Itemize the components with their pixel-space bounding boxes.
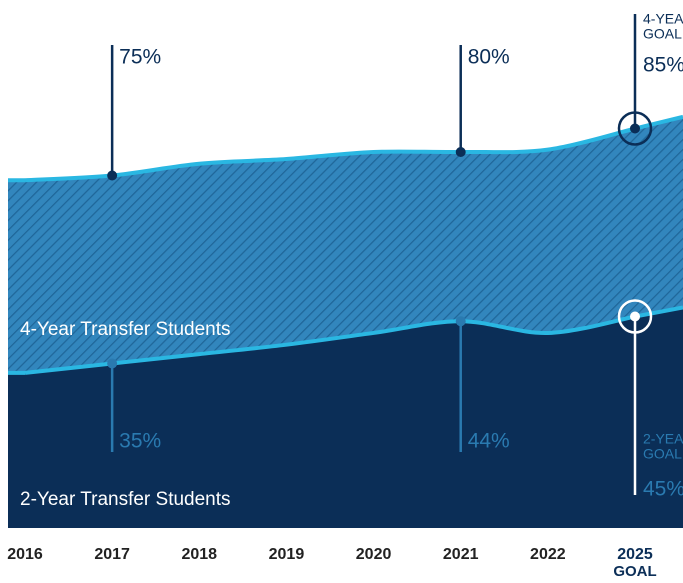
line-extension xyxy=(634,114,683,131)
x-tick-note: GOAL xyxy=(613,563,656,580)
line xyxy=(24,126,636,183)
data-point xyxy=(107,358,118,369)
line-extension xyxy=(634,305,683,319)
data-label: 44% xyxy=(468,430,510,453)
goal-ring xyxy=(617,299,653,334)
goal-label: GOAL xyxy=(643,26,682,42)
x-tick-label: 2016 xyxy=(7,546,43,563)
x-tick-label: 2020 xyxy=(356,546,392,563)
goal-ring xyxy=(617,111,653,146)
data-point xyxy=(107,170,118,181)
line xyxy=(24,314,636,375)
goal-label: 4-YEAR xyxy=(643,11,683,27)
data-label: 35% xyxy=(119,430,161,453)
series-label: 2-Year Transfer Students xyxy=(20,489,231,510)
x-tick-label: 2025 xyxy=(617,546,653,563)
goal-label: GOAL xyxy=(643,446,682,462)
x-tick-label: 2018 xyxy=(181,546,217,563)
area xyxy=(8,307,683,528)
data-point xyxy=(455,316,466,327)
x-tick-label: 2022 xyxy=(530,546,566,563)
data-label: 75% xyxy=(119,46,161,69)
data-point xyxy=(455,147,466,157)
data-label: 85% xyxy=(643,54,683,77)
x-tick-label: 2017 xyxy=(94,546,130,563)
data-label: 45% xyxy=(643,478,683,501)
series-label: 4-Year Transfer Students xyxy=(20,319,231,340)
goal-label: 2-YEAR xyxy=(643,431,683,447)
data-label: 80% xyxy=(468,46,510,69)
x-tick-label: 2021 xyxy=(443,546,479,563)
x-tick-label: 2019 xyxy=(269,546,305,563)
data-point xyxy=(630,311,640,322)
data-point xyxy=(630,123,640,134)
